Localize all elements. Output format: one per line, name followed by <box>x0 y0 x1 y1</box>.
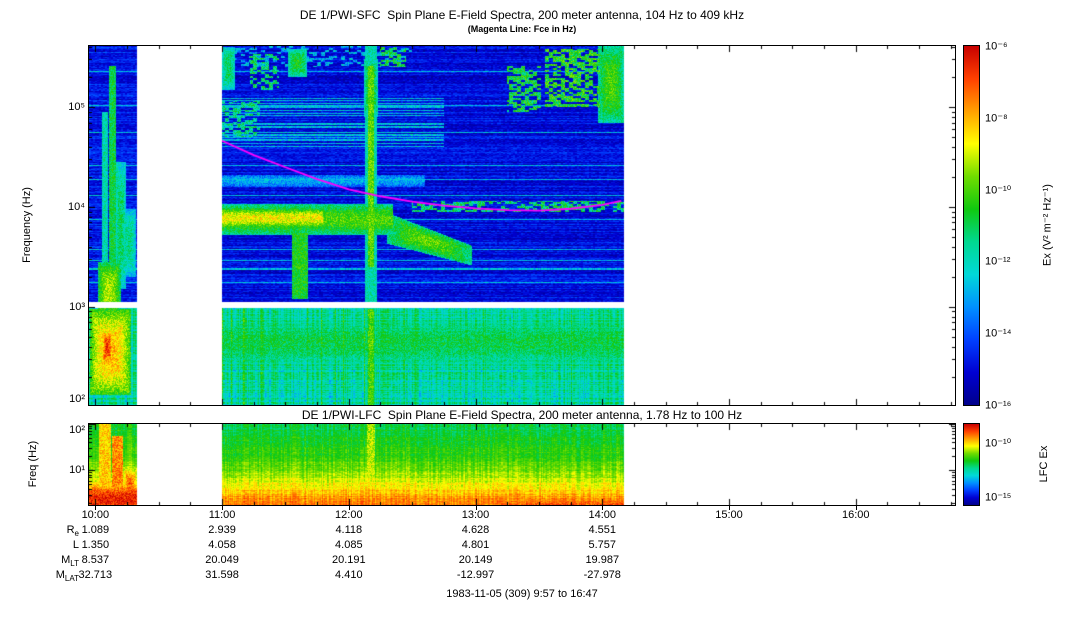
ephemeris-value: 1.350 <box>81 539 110 551</box>
sfc-spectrogram-canvas <box>89 46 955 405</box>
date-range-label: 1983-11-05 (309) 9:57 to 16:47 <box>446 588 598 600</box>
ephemeris-value: 20.191 <box>331 554 366 566</box>
ephemeris-value: 5.757 <box>588 539 617 551</box>
lfc-spectrogram-panel <box>88 423 956 506</box>
ephemeris-value: 4.058 <box>208 539 236 551</box>
ephemeris-value: 8.537 <box>81 554 110 566</box>
colorbar-tick-label: 10⁻¹² <box>985 255 1011 268</box>
freq-tick-label: 10² <box>69 424 85 436</box>
time-tick-mark <box>728 506 730 510</box>
colorbar-tick-label: 10⁻⁸ <box>985 112 1008 125</box>
ephemeris-value: 2.939 <box>208 524 236 536</box>
sfc-title: DE 1/PWI-SFC Spin Plane E-Field Spectra,… <box>299 8 745 22</box>
ephemeris-value: 4.118 <box>335 524 363 536</box>
colorbar-tick-label: 10⁻⁶ <box>985 40 1008 53</box>
sfc-colorbar-unit-label: Ex (V² m⁻² Hz⁻¹) <box>1041 184 1054 266</box>
freq-tick-label: 10¹ <box>69 464 85 477</box>
sfc-spectrogram-panel <box>88 45 956 406</box>
freq-tick-label: 10⁵ <box>68 101 85 114</box>
lfc-colorbar-unit-label: LFC Ex <box>1038 445 1050 483</box>
time-tick-mark <box>855 506 857 510</box>
ephemeris-value: 31.598 <box>205 569 239 581</box>
time-tick-label: 14:00 <box>588 509 617 521</box>
sfc-y-axis-label: Frequency (Hz) <box>21 187 33 263</box>
time-tick-mark <box>475 506 477 510</box>
colorbar-tick-label: 10⁻¹⁰ <box>985 437 1012 450</box>
ephemeris-value: 4.410 <box>335 569 363 581</box>
colorbar-tick-label: 10⁻¹⁵ <box>985 491 1012 504</box>
time-tick-label: 16:00 <box>841 509 870 521</box>
ephemeris-value: -27.978 <box>583 569 621 581</box>
ephemeris-value: 4.085 <box>335 539 363 551</box>
sfc-colorbar <box>963 45 980 406</box>
time-tick-label: 10:00 <box>81 509 110 521</box>
ephemeris-value: 19.987 <box>585 554 620 566</box>
freq-tick-label: 10⁴ <box>68 200 85 213</box>
time-tick-label: 15:00 <box>715 509 743 521</box>
time-tick-mark <box>602 506 604 510</box>
lfc-title: DE 1/PWI-LFC Spin Plane E-Field Spectra,… <box>301 408 743 422</box>
ephemeris-row-label: Re <box>66 524 79 539</box>
time-tick-mark <box>222 506 224 510</box>
lfc-colorbar <box>963 423 980 506</box>
sfc-subtitle: (Magenta Line: Fce in Hz) <box>467 24 577 34</box>
time-tick-label: 12:00 <box>335 509 363 521</box>
colorbar-tick-label: 10⁻¹⁴ <box>985 327 1012 340</box>
lfc-spectrogram-canvas <box>89 424 955 505</box>
freq-tick-label: 10³ <box>69 300 85 313</box>
time-tick-label: 11:00 <box>208 509 236 521</box>
ephemeris-row-label: MLAT <box>55 569 79 584</box>
ephemeris-value: 20.049 <box>205 554 239 566</box>
ephemeris-value: 4.801 <box>461 539 490 551</box>
colorbar-tick-label: 10⁻¹⁰ <box>985 184 1012 197</box>
time-tick-label: 13:00 <box>461 509 490 521</box>
time-tick-mark <box>348 506 350 510</box>
freq-tick-label: 10² <box>69 393 85 405</box>
ephemeris-value: 4.628 <box>461 524 490 536</box>
ephemeris-row-label: L <box>72 539 79 551</box>
ephemeris-value: -12.997 <box>456 569 495 581</box>
ephemeris-row-label: MLT <box>61 554 79 569</box>
ephemeris-value: 4.551 <box>588 524 617 536</box>
ephemeris-value: 1.089 <box>81 524 110 536</box>
ephemeris-value: 20.149 <box>458 554 493 566</box>
ephemeris-value: 32.713 <box>78 569 113 581</box>
colorbar-tick-label: 10⁻¹⁶ <box>985 399 1012 412</box>
time-tick-mark <box>95 506 97 510</box>
